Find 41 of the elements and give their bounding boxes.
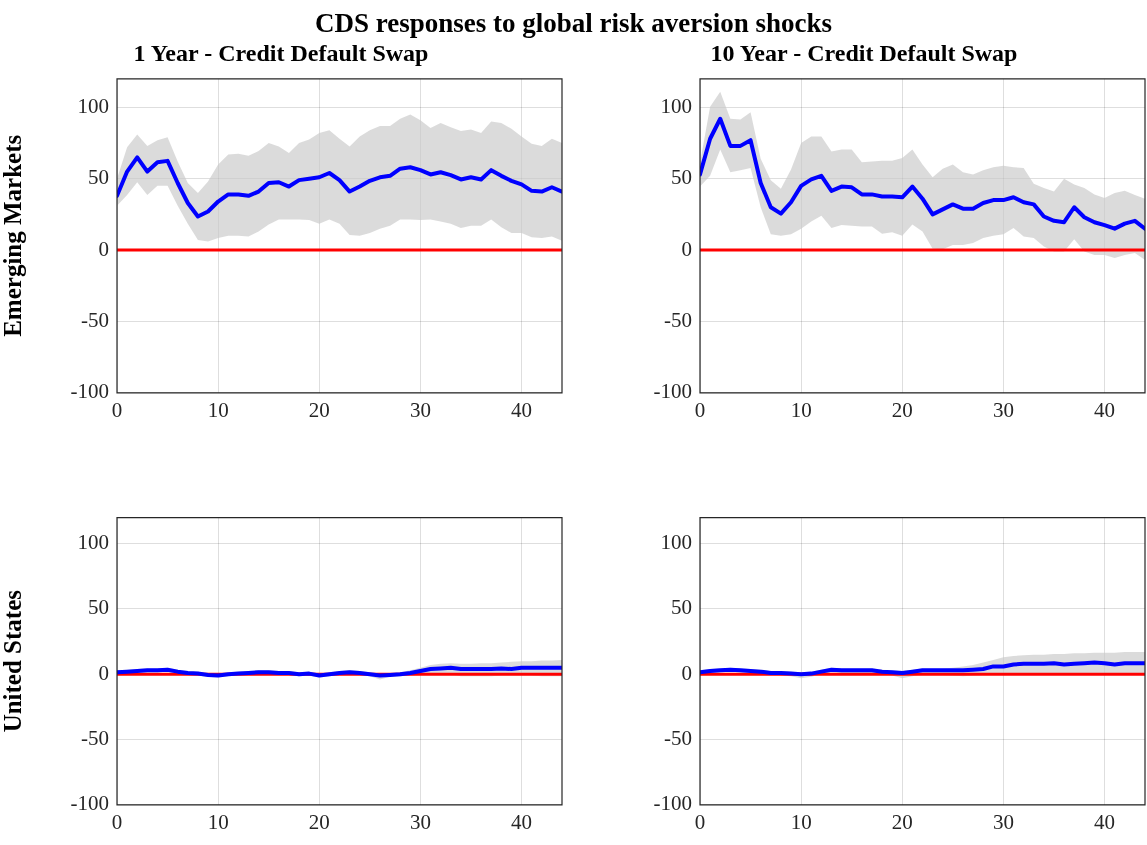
x-tick-label: 10 [790,809,812,834]
x-tick-label: 40 [511,397,533,422]
y-tick-label: -50 [664,726,692,751]
x-tick-label: 10 [207,397,229,422]
y-tick-label: -50 [81,307,109,332]
x-tick-label: 40 [511,809,533,834]
y-axis-title: Emerging Markets [0,134,27,337]
y-tick-label: -100 [653,379,692,404]
x-tick-label: 30 [409,809,431,834]
y-tick-label: 0 [681,236,692,261]
x-tick-label: 20 [891,809,913,834]
y-tick-label: -100 [653,791,692,816]
y-tick-label: 100 [660,530,692,555]
y-tick-label: 50 [88,595,109,620]
y-tick-label: -50 [81,726,109,751]
x-tick-label: 40 [1094,397,1116,422]
x-tick-label: 40 [1094,809,1116,834]
y-tick-label: 50 [671,595,692,620]
y-tick-label: -100 [70,379,109,404]
x-tick-label: 30 [992,397,1014,422]
x-tick-label: 20 [308,809,330,834]
y-tick-label: 0 [98,660,109,685]
y-tick-label: 50 [671,165,692,190]
x-tick-label: 20 [891,397,913,422]
y-tick-label: 0 [98,236,109,261]
y-tick-label: 50 [88,165,109,190]
x-tick-label: 30 [409,397,431,422]
y-tick-label: 100 [77,530,109,555]
y-tick-label: 100 [660,93,692,118]
text: CDS responses to global risk aversion shocks [313,8,834,39]
y-tick-label: -100 [70,791,109,816]
x-tick-label: 10 [790,397,812,422]
y-tick-label: 0 [681,660,692,685]
x-tick-label: 10 [207,809,229,834]
y-tick-label: 100 [77,93,109,118]
chart-title: 10 Year - Credit Default Swap [710,39,1018,66]
x-tick-label: 30 [992,809,1014,834]
chart-title: 1 Year - Credit Default Swap [133,39,429,66]
x-tick-label: 20 [308,397,330,422]
y-tick-label: -50 [664,307,692,332]
y-axis-title: United States [0,589,27,733]
